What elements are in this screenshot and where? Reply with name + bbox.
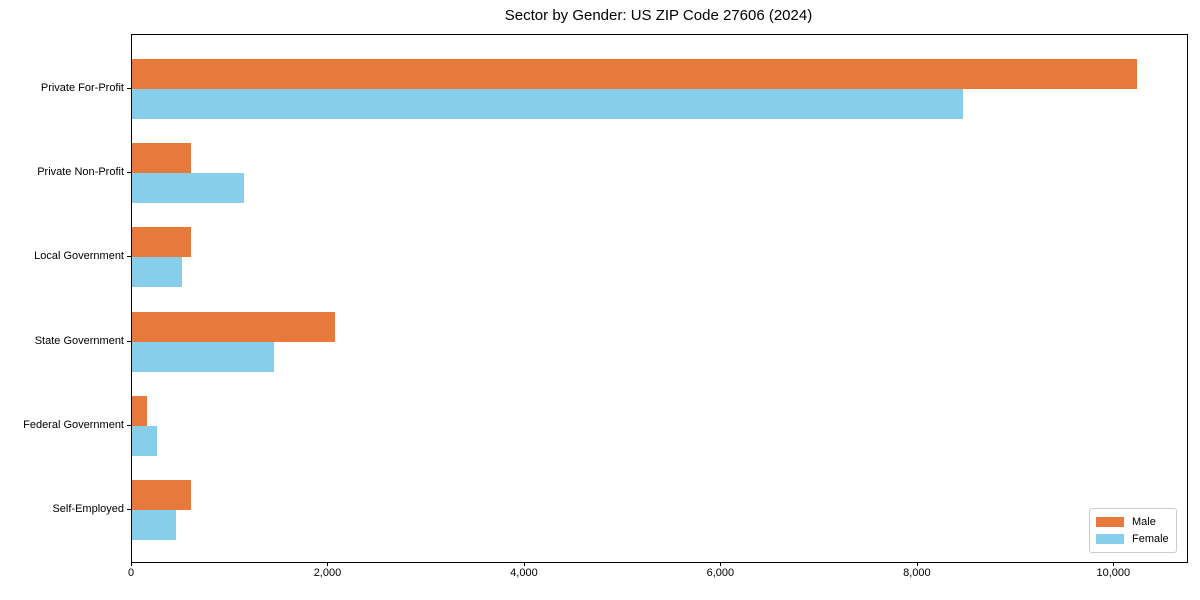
legend-swatch-female (1096, 534, 1124, 545)
bar-female-federal-government (132, 425, 157, 456)
x-tick-6-000 (720, 562, 722, 566)
y-tick-private-non-profit (127, 172, 131, 174)
bar-female-self-employed (132, 510, 177, 540)
x-tick-label-6-000: 6,000 (706, 567, 735, 579)
legend-label-female: Female (1132, 533, 1169, 546)
chart-title: Sector by Gender: US ZIP Code 27606 (202… (504, 7, 813, 24)
x-tick-label-0: 0 (127, 567, 135, 579)
y-tick-label-private-for-profit: Private For-Profit (40, 82, 124, 94)
legend-entry-male: Male (1096, 514, 1170, 530)
bar-male-private-for-profit (132, 59, 1137, 89)
y-tick-label-state-government: State Government (34, 334, 124, 347)
y-tick-state-government (127, 340, 131, 342)
bar-female-state-government (132, 341, 275, 372)
y-tick-label-self-employed: Self-Employed (52, 503, 124, 515)
x-tick-2-000 (327, 562, 329, 566)
y-tick-label-federal-government: Federal Government (23, 418, 124, 431)
y-tick-self-employed (127, 509, 131, 510)
y-tick-local-government (127, 256, 131, 258)
x-tick-10-000 (1113, 562, 1115, 566)
legend-swatch-male (1096, 516, 1124, 527)
legend-entry-female: Female (1096, 531, 1170, 547)
x-tick-label-10-000: 10,000 (1096, 567, 1131, 579)
bar-female-private-non-profit (132, 173, 244, 204)
x-tick-label-2-000: 2,000 (313, 567, 342, 579)
legend: Male Female (1089, 508, 1177, 553)
y-tick-private-for-profit (127, 88, 131, 89)
x-tick-8-000 (916, 562, 918, 566)
bar-male-state-government (132, 311, 336, 342)
y-tick-label-local-government: Local Government (34, 250, 124, 263)
x-tick-4-000 (523, 562, 525, 566)
plot-area (131, 34, 1188, 563)
x-tick-label-4-000: 4,000 (510, 567, 538, 579)
bar-female-private-for-profit (132, 89, 964, 119)
bar-male-private-non-profit (132, 143, 191, 174)
y-tick-label-private-non-profit: Private Non-Profit (37, 166, 124, 179)
bar-male-local-government (132, 227, 191, 258)
legend-label-male: Male (1132, 515, 1156, 528)
x-tick-0 (131, 562, 132, 566)
bar-male-self-employed (132, 480, 191, 510)
x-tick-label-8-000: 8,000 (903, 567, 931, 579)
bar-female-local-government (132, 257, 183, 288)
bar-male-federal-government (132, 395, 147, 426)
y-tick-federal-government (127, 424, 131, 426)
